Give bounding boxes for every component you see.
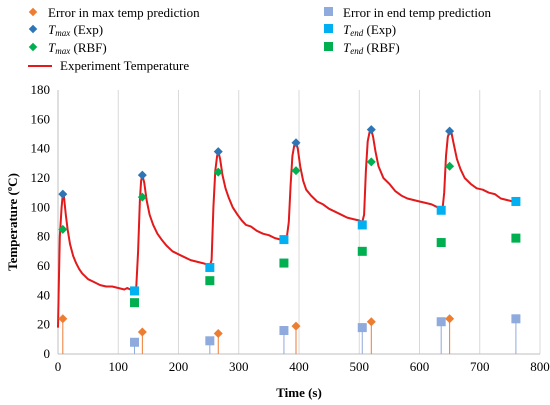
diamond-marker bbox=[366, 157, 376, 167]
y-axis-label: Temperature (ºC) bbox=[5, 173, 20, 271]
square-marker bbox=[205, 262, 215, 272]
diamond-marker bbox=[291, 166, 301, 176]
diamond-marker bbox=[137, 327, 147, 337]
series bbox=[57, 125, 521, 354]
diamond-marker bbox=[366, 317, 376, 327]
legend-marker-tend-exp bbox=[324, 24, 333, 33]
y-tick-label: 100 bbox=[31, 199, 51, 214]
x-tick-label: 500 bbox=[350, 359, 370, 374]
x-tick-label: 700 bbox=[470, 359, 490, 374]
x-tick-label: 800 bbox=[530, 359, 550, 374]
square-marker bbox=[436, 317, 446, 327]
square-marker bbox=[279, 326, 289, 336]
legend-marker-err-end bbox=[324, 7, 333, 16]
y-tick-label: 140 bbox=[31, 141, 51, 156]
legend-marker-tend-rbf bbox=[324, 42, 333, 51]
x-tick-label: 0 bbox=[55, 359, 62, 374]
diamond-marker bbox=[445, 161, 455, 171]
square-marker bbox=[436, 238, 446, 248]
diamond-marker bbox=[445, 126, 455, 136]
y-tick-label: 80 bbox=[37, 229, 50, 244]
diamond-marker bbox=[137, 192, 147, 202]
diamond-marker bbox=[58, 189, 68, 199]
legend-label-tend-rbf: Tend (RBF) bbox=[343, 40, 400, 56]
square-marker bbox=[205, 336, 215, 346]
legend-marker-experiment bbox=[28, 65, 52, 67]
diamond-marker bbox=[291, 321, 301, 331]
y-tick-label: 60 bbox=[37, 258, 50, 273]
square-marker bbox=[279, 258, 289, 268]
x-tick-label: 600 bbox=[410, 359, 430, 374]
legend-label-tmax-exp: Tmax (Exp) bbox=[48, 22, 104, 38]
legend-label-err-end: Error in end temp prediction bbox=[343, 5, 492, 20]
x-axis-label: Time (s) bbox=[276, 385, 322, 400]
x-tick-label: 400 bbox=[289, 359, 309, 374]
square-marker bbox=[357, 323, 367, 333]
gridlines bbox=[117, 90, 541, 354]
y-tick-label: 20 bbox=[37, 317, 50, 332]
diamond-marker bbox=[291, 138, 301, 148]
x-tick-label: 100 bbox=[109, 359, 129, 374]
legend-label-err-max: Error in max temp prediction bbox=[48, 5, 200, 20]
diamond-marker bbox=[213, 147, 223, 157]
y-tick-label: 40 bbox=[37, 287, 50, 302]
x-tick-label: 300 bbox=[229, 359, 249, 374]
legend-label-tend-exp: Tend (Exp) bbox=[343, 22, 397, 38]
x-tick-label: 200 bbox=[169, 359, 189, 374]
y-tick-label: 180 bbox=[31, 82, 51, 97]
legend-label-tmax-rbf: Tmax (RBF) bbox=[48, 40, 107, 56]
square-marker bbox=[279, 235, 289, 245]
diamond-marker bbox=[137, 170, 147, 180]
tick-labels: 0 100 200 300 400 500 600 700 800 0 20 40 60 80 100 120… bbox=[31, 82, 550, 374]
square-marker bbox=[130, 337, 140, 347]
square-marker bbox=[436, 205, 446, 215]
y-tick-label: 0 bbox=[44, 346, 51, 361]
diamond-marker bbox=[58, 224, 68, 234]
square-marker bbox=[511, 314, 521, 324]
legend-label-experiment: Experiment Temperature bbox=[60, 58, 190, 73]
y-tick-label: 160 bbox=[31, 111, 51, 126]
experiment-temperature-line bbox=[57, 128, 516, 328]
square-marker bbox=[511, 233, 521, 243]
diamond-marker bbox=[445, 314, 455, 324]
square-marker bbox=[511, 196, 521, 206]
square-marker bbox=[130, 286, 140, 296]
diamond-marker bbox=[58, 314, 68, 324]
diamond-marker bbox=[366, 125, 376, 135]
y-tick-label: 120 bbox=[31, 170, 51, 185]
diamond-marker bbox=[213, 167, 223, 177]
square-marker bbox=[130, 298, 140, 308]
diamond-marker bbox=[213, 328, 223, 338]
square-marker bbox=[357, 220, 367, 230]
square-marker bbox=[357, 246, 367, 256]
square-marker bbox=[205, 276, 215, 286]
